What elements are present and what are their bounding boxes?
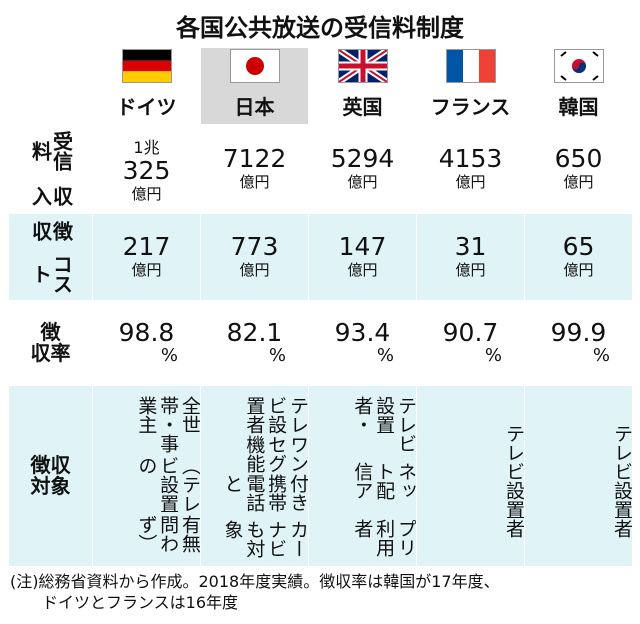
target-line: （テレビ設置の bbox=[135, 455, 201, 513]
note-line: ドイツとフランスは16年度 bbox=[42, 592, 239, 612]
value: 4153 bbox=[438, 144, 503, 173]
value-cell: 7122 億円 bbox=[200, 124, 308, 214]
value-cell: 1兆 325 億円 bbox=[92, 124, 200, 214]
row-header-line: コスト bbox=[28, 254, 74, 295]
value: 773 bbox=[230, 232, 279, 261]
value: 7122 bbox=[222, 144, 287, 173]
corner bbox=[8, 48, 92, 124]
target-line: プリ利用者 bbox=[351, 518, 417, 557]
target-cell: テレビ設置者 ワンセグ機能 付き携帯電話と カーナビも対象 bbox=[200, 386, 309, 566]
value-cell: 99.9% bbox=[524, 300, 632, 386]
target-line: 有無問わず） bbox=[135, 515, 201, 553]
unit: 億円 bbox=[455, 261, 486, 279]
value: 650 bbox=[554, 144, 603, 173]
value: 93.4 bbox=[334, 318, 391, 347]
value-cell: 31 億円 bbox=[416, 214, 524, 300]
unit: % bbox=[268, 345, 286, 366]
value-cell: 217 億円 bbox=[92, 214, 200, 300]
unit: % bbox=[592, 345, 610, 366]
column-header: 日本 bbox=[200, 48, 308, 124]
column-header: 英国 bbox=[308, 48, 416, 124]
note: (注)総務省資料から作成。2018年度実績。徴収率は韓国が17年度、 ドイツとフラ… bbox=[10, 572, 500, 614]
flag bbox=[229, 49, 280, 83]
flag bbox=[121, 49, 172, 83]
unit: 億円 bbox=[563, 261, 594, 279]
value-cell: 82.1% bbox=[200, 300, 308, 386]
value: 82.1 bbox=[226, 318, 283, 347]
table: ドイツ 日本 英国 フランス 韓国 受信料 収入 1兆 325 億円 7122 億円 5294 億円 415… bbox=[8, 48, 633, 566]
value-cell: 65 億円 bbox=[524, 214, 632, 300]
row-header-line: 徴収 bbox=[28, 221, 74, 242]
flag bbox=[553, 49, 604, 83]
unit: 億円 bbox=[239, 173, 270, 191]
value-cell: 650 億円 bbox=[524, 124, 632, 214]
value-cell: 93.4% bbox=[308, 300, 416, 386]
value-cell: 5294 億円 bbox=[308, 124, 416, 214]
column-label: 韓国 bbox=[558, 95, 599, 119]
row-header: 徴収 コスト bbox=[8, 214, 92, 300]
flag bbox=[445, 49, 496, 83]
value: 98.8 bbox=[118, 318, 175, 347]
value: 65 bbox=[562, 232, 595, 261]
unit: % bbox=[160, 345, 178, 366]
row-header-line: 徴 bbox=[40, 320, 61, 344]
value: 147 bbox=[338, 232, 387, 261]
row-header: 受信料 収入 bbox=[8, 124, 92, 214]
row-header-line: 対象 bbox=[30, 474, 71, 498]
value: 99.9 bbox=[550, 318, 607, 347]
unit: 億円 bbox=[131, 185, 162, 203]
unit: % bbox=[376, 345, 394, 366]
row-header-line: 受信料 bbox=[28, 131, 74, 171]
unit: 億円 bbox=[131, 261, 162, 279]
target-line: 全世帯・事業主 bbox=[135, 396, 201, 453]
target-line: 付き携帯電話と bbox=[221, 474, 309, 513]
column-header: ドイツ bbox=[92, 48, 200, 124]
flag bbox=[337, 49, 388, 83]
target-cell: テレビ設置者 bbox=[416, 386, 525, 566]
unit: 億円 bbox=[239, 261, 270, 279]
target-line: テレビ設置者 bbox=[503, 424, 525, 538]
value: 5294 bbox=[330, 144, 395, 173]
target-cell: テレビ設置者・ネット配信ア プリ利用者 bbox=[308, 386, 417, 566]
value-cell: 4153 億円 bbox=[416, 124, 524, 214]
unit: % bbox=[484, 345, 502, 366]
row-header: 徴収率 bbox=[8, 300, 92, 386]
column-label: フランス bbox=[430, 95, 511, 119]
title: 各国公共放送の受信料制度 bbox=[176, 14, 464, 42]
value-cell: 98.8% bbox=[92, 300, 200, 386]
target-line: テレビ設置者 bbox=[243, 396, 309, 434]
column-header: 韓国 bbox=[524, 48, 632, 124]
value: 1兆 bbox=[133, 138, 160, 157]
unit: 億円 bbox=[563, 173, 594, 191]
value: 31 bbox=[454, 232, 487, 261]
row-header: 徴収 対象 bbox=[8, 386, 92, 566]
row-header-line: 収率 bbox=[30, 341, 71, 365]
value-cell: 147 億円 bbox=[308, 214, 416, 300]
value-cell: 773 億円 bbox=[200, 214, 308, 300]
target-line: テレビ設置者・ bbox=[351, 396, 417, 453]
value: 90.7 bbox=[442, 318, 499, 347]
unit: 億円 bbox=[455, 173, 486, 191]
target-line: ネット配信ア bbox=[351, 462, 417, 501]
value: 217 bbox=[122, 232, 171, 261]
column-label: 日本 bbox=[234, 95, 275, 119]
column-label: 英国 bbox=[342, 95, 383, 119]
note-line: (注)総務省資料から作成。2018年度実績。徴収率は韓国が17年度、 bbox=[10, 572, 500, 591]
column-header: フランス bbox=[416, 48, 524, 124]
target-line: カーナビも対象 bbox=[221, 520, 309, 559]
row-header-line: 収入 bbox=[28, 186, 74, 206]
target-line: ワンセグ機能 bbox=[243, 435, 309, 474]
unit: 億円 bbox=[347, 173, 378, 191]
value: 325 bbox=[122, 156, 171, 185]
column-label: ドイツ bbox=[116, 95, 177, 119]
value-cell: 90.7% bbox=[416, 300, 524, 386]
target-line: テレビ設置者 bbox=[611, 424, 633, 538]
row-header-line: 徴収 bbox=[30, 453, 71, 477]
target-cell: 全世帯・事業主 （テレビ設置の 有無問わず） bbox=[92, 386, 201, 566]
unit: 億円 bbox=[347, 261, 378, 279]
target-cell: テレビ設置者 bbox=[524, 386, 633, 566]
